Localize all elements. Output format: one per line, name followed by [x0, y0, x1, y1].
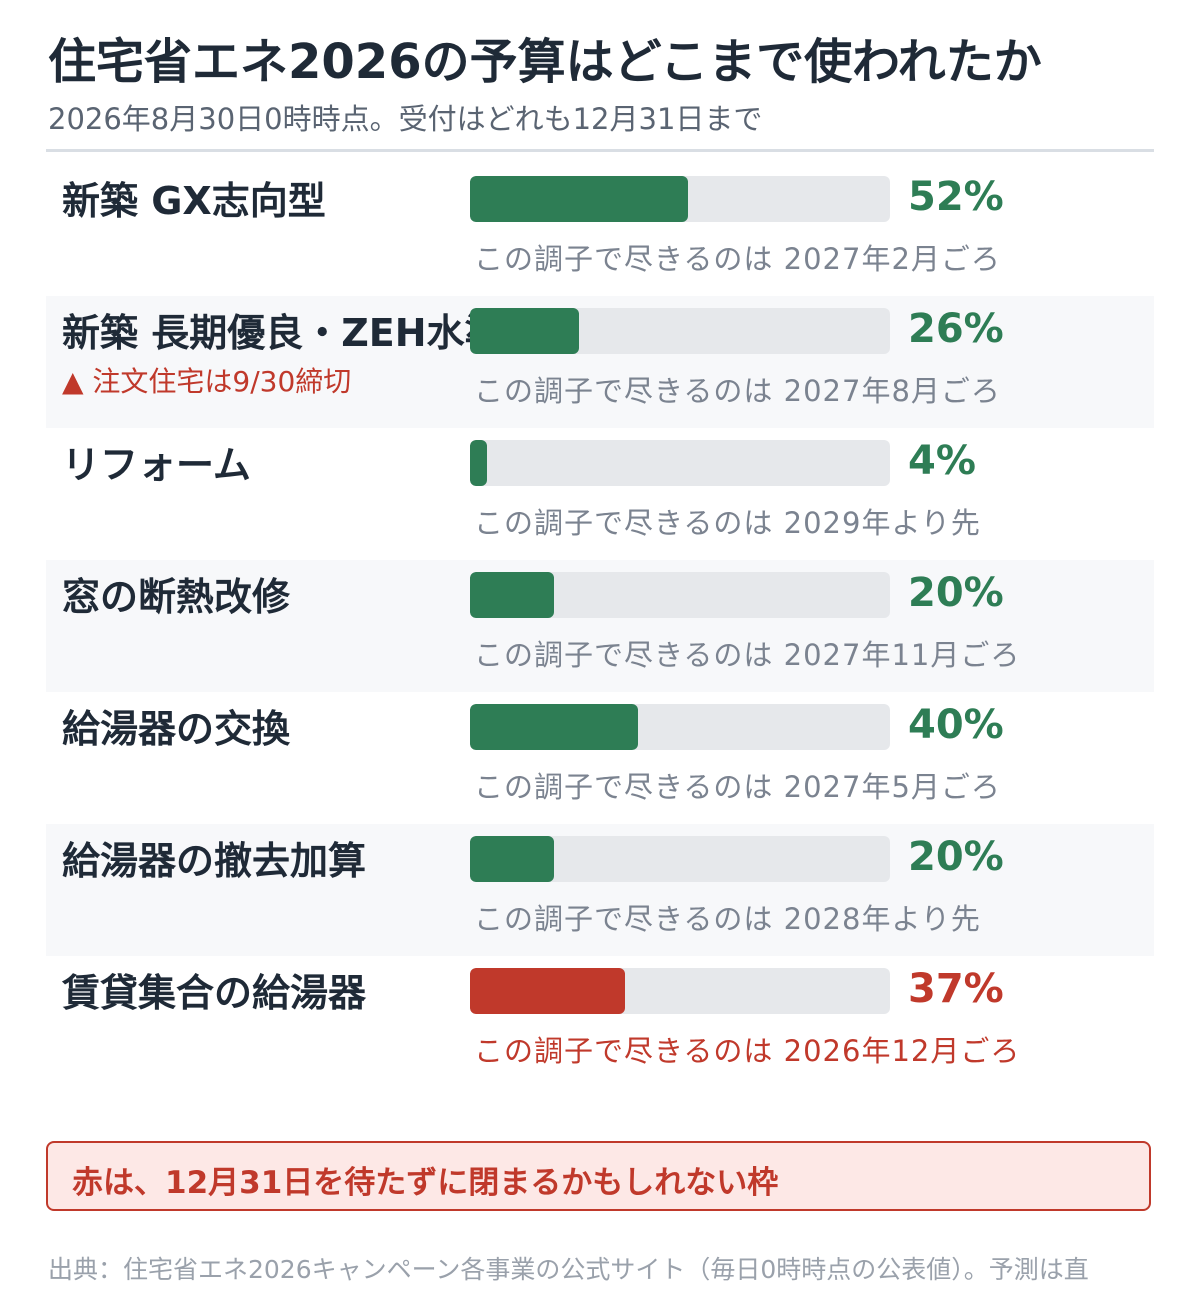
- category-label: 賃貸集合の給湯器: [62, 971, 367, 1015]
- chart-row: リフォーム 4% この調子で尽きるのは 2029年より先: [46, 428, 1154, 560]
- percent-label: 40%: [908, 702, 1004, 748]
- percent-label: 20%: [908, 834, 1004, 880]
- callout-text: 赤は、12月31日を待たずに閉まるかもしれない枠: [72, 1165, 779, 1201]
- source-note: 出典：住宅省エネ2026キャンペーン各事業の公式サイト（毎日0時時点の公表値）。…: [48, 1255, 1089, 1284]
- forecast-label: この調子で尽きるのは 2026年12月ごろ: [474, 1034, 1021, 1068]
- chart-title: 住宅省エネ2026の予算はどこまで使われたか: [48, 34, 1042, 90]
- bar-track: [470, 704, 890, 750]
- bar: [470, 704, 638, 750]
- forecast-label: この調子で尽きるのは 2027年11月ごろ: [474, 638, 1021, 672]
- forecast-label: この調子で尽きるのは 2027年8月ごろ: [474, 374, 1001, 408]
- chart-row: 給湯器の交換 40% この調子で尽きるのは 2027年5月ごろ: [46, 692, 1154, 824]
- bar-track: [470, 176, 890, 222]
- bar: [470, 968, 626, 1014]
- header-divider: [46, 149, 1154, 152]
- category-label: 新築 長期優良・ZEH水準: [62, 311, 503, 355]
- forecast-label: この調子で尽きるのは 2027年5月ごろ: [474, 770, 1001, 804]
- chart-row: 新築 GX志向型 52% この調子で尽きるのは 2027年2月ごろ: [46, 164, 1154, 296]
- chart-row: 賃貸集合の給湯器 37% この調子で尽きるのは 2026年12月ごろ: [46, 956, 1154, 1088]
- bar: [470, 440, 487, 486]
- percent-label: 4%: [908, 438, 976, 484]
- bar: [470, 836, 554, 882]
- bar-track: [470, 836, 890, 882]
- percent-label: 52%: [908, 174, 1004, 220]
- bar: [470, 308, 580, 354]
- bar-track: [470, 572, 890, 618]
- forecast-label: この調子で尽きるのは 2027年2月ごろ: [474, 242, 1001, 276]
- percent-label: 20%: [908, 570, 1004, 616]
- bar: [470, 176, 689, 222]
- category-label: 窓の断熱改修: [62, 575, 291, 619]
- category-label: リフォーム: [62, 443, 251, 487]
- percent-label: 37%: [908, 966, 1004, 1012]
- forecast-label: この調子で尽きるのは 2029年より先: [474, 506, 981, 540]
- bar-track: [470, 440, 890, 486]
- bar: [470, 572, 554, 618]
- forecast-label: この調子で尽きるのは 2028年より先: [474, 902, 981, 936]
- bar-track: [470, 308, 890, 354]
- deadline-note: ▲ 注文住宅は9/30締切: [62, 365, 352, 398]
- bar-track: [470, 968, 890, 1014]
- chart-row: 給湯器の撤去加算 20% この調子で尽きるのは 2028年より先: [46, 824, 1154, 956]
- category-label: 給湯器の撤去加算: [62, 839, 367, 883]
- warning-callout: 赤は、12月31日を待たずに閉まるかもしれない枠: [46, 1141, 1151, 1211]
- chart-row: 窓の断熱改修 20% この調子で尽きるのは 2027年11月ごろ: [46, 560, 1154, 692]
- budget-bar-chart: 新築 GX志向型 52% この調子で尽きるのは 2027年2月ごろ新築 長期優良・Z…: [46, 164, 1154, 1088]
- chart-row: 新築 長期優良・ZEH水準 ▲ 注文住宅は9/30締切 26% この調子で尽きるのは …: [46, 296, 1154, 428]
- category-label: 給湯器の交換: [62, 707, 291, 751]
- chart-subtitle: 2026年8月30日0時時点。受付はどれも12月31日まで: [48, 102, 763, 136]
- category-label: 新築 GX志向型: [62, 179, 326, 223]
- percent-label: 26%: [908, 306, 1004, 352]
